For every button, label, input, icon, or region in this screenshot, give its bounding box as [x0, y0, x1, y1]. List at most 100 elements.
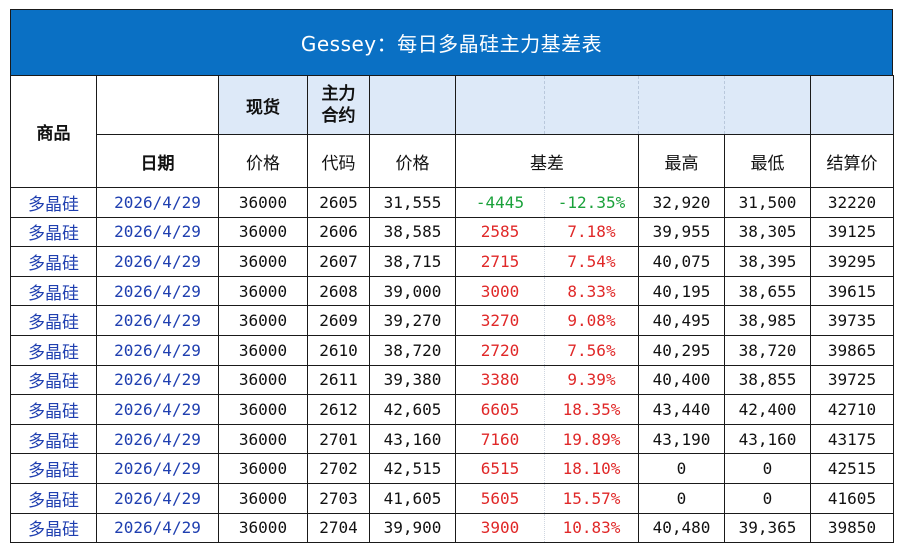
futures-price-cell: 42,515 [369, 453, 456, 484]
low-cell: 38,720 [724, 334, 811, 366]
product-cell: 多晶硅 [10, 482, 97, 514]
basis-percent-cell: 9.08% [544, 305, 639, 336]
spot-price-cell: 36000 [218, 275, 308, 307]
product-cell: 多晶硅 [10, 275, 97, 307]
contract-code-cell: 2610 [307, 334, 370, 366]
header-high: 最高 [638, 134, 725, 188]
futures-price-cell: 38,720 [369, 334, 456, 366]
date-cell: 2026/4/29 [96, 482, 219, 514]
header-settle: 结算价 [810, 134, 894, 188]
basis-percent-cell: 8.33% [544, 275, 639, 307]
basis-percent-cell: -12.35% [544, 187, 639, 218]
high-cell: 43,440 [638, 394, 725, 425]
date-cell: 2026/4/29 [96, 216, 219, 248]
basis-cell: 6515 [455, 453, 545, 484]
low-cell: 39,365 [724, 512, 811, 544]
header-basis: 基差 [455, 134, 639, 188]
spot-price-cell: 36000 [218, 453, 308, 484]
contract-code-cell: 2612 [307, 394, 370, 425]
contract-code-cell: 2703 [307, 482, 370, 514]
date-cell: 2026/4/29 [96, 423, 219, 455]
table-row: 多晶硅 2026/4/29 36000 2704 39,900 3900 10.83% 40,… [10, 512, 894, 544]
basis-percent-cell: 18.10% [544, 453, 639, 484]
sheet-title: Gessey：每日多晶硅主力基差表 [10, 9, 893, 75]
contract-code-cell: 2611 [307, 364, 370, 396]
basis-percent-cell: 18.35% [544, 394, 639, 425]
date-cell: 2026/4/29 [96, 334, 219, 366]
settle-cell: 39850 [810, 512, 894, 544]
basis-percent-cell: 19.89% [544, 423, 639, 455]
low-cell: 42,400 [724, 394, 811, 425]
header-low: 最低 [724, 134, 811, 188]
basis-sheet: Gessey：每日多晶硅主力基差表 商品 现货 主力 合约 [10, 9, 894, 544]
high-cell: 0 [638, 453, 725, 484]
futures-price-cell: 39,900 [369, 512, 456, 544]
basis-cell: 3270 [455, 305, 545, 336]
futures-price-cell: 38,715 [369, 246, 456, 277]
futures-price-cell: 39,380 [369, 364, 456, 396]
table-row: 多晶硅 2026/4/29 36000 2611 39,380 3380 9.39% 40,4… [10, 364, 894, 396]
product-cell: 多晶硅 [10, 364, 97, 396]
product-cell: 多晶硅 [10, 423, 97, 455]
spot-price-cell: 36000 [218, 482, 308, 514]
table-row: 多晶硅 2026/4/29 36000 2610 38,720 2720 7.56% 40,2… [10, 334, 894, 366]
low-cell: 38,655 [724, 275, 811, 307]
low-cell: 38,305 [724, 216, 811, 248]
settle-cell: 43175 [810, 423, 894, 455]
spot-price-cell: 36000 [218, 364, 308, 396]
basis-cell: 3380 [455, 364, 545, 396]
low-cell: 0 [724, 453, 811, 484]
date-cell: 2026/4/29 [96, 364, 219, 396]
product-cell: 多晶硅 [10, 512, 97, 544]
futures-price-cell: 39,270 [369, 305, 456, 336]
basis-cell: 6605 [455, 394, 545, 425]
spot-price-cell: 36000 [218, 305, 308, 336]
basis-table: 商品 现货 主力 合约 日期 价格 代码 价格 基差 最高 [10, 75, 894, 544]
product-cell: 多晶硅 [10, 453, 97, 484]
high-cell: 40,295 [638, 334, 725, 366]
settle-cell: 39865 [810, 334, 894, 366]
basis-cell: 2715 [455, 246, 545, 277]
table-row: 多晶硅 2026/4/29 36000 2702 42,515 6515 18.10% 0 0 4… [10, 453, 894, 484]
high-cell: 0 [638, 482, 725, 514]
date-cell: 2026/4/29 [96, 394, 219, 425]
basis-percent-cell: 15.57% [544, 482, 639, 514]
low-cell: 38,395 [724, 246, 811, 277]
contract-code-cell: 2609 [307, 305, 370, 336]
basis-cell: 3000 [455, 275, 545, 307]
high-cell: 40,195 [638, 275, 725, 307]
date-cell: 2026/4/29 [96, 453, 219, 484]
settle-cell: 39295 [810, 246, 894, 277]
header-product: 商品 [10, 75, 97, 188]
table-row: 多晶硅 2026/4/29 36000 2609 39,270 3270 9.08% 40,4… [10, 305, 894, 336]
basis-cell: 2585 [455, 216, 545, 248]
header-blank [96, 75, 219, 135]
table-row: 多晶硅 2026/4/29 36000 2701 43,160 7160 19.89% 43,… [10, 423, 894, 455]
header-shade-4 [638, 75, 725, 135]
product-cell: 多晶硅 [10, 394, 97, 425]
header-shade-2 [455, 75, 545, 135]
futures-price-cell: 38,585 [369, 216, 456, 248]
spot-price-cell: 36000 [218, 216, 308, 248]
header-shade-5 [724, 75, 811, 135]
header-spot-price: 价格 [218, 134, 308, 188]
high-cell: 40,480 [638, 512, 725, 544]
header-shade-3 [544, 75, 639, 135]
basis-percent-cell: 9.39% [544, 364, 639, 396]
header-code: 代码 [307, 134, 370, 188]
high-cell: 40,400 [638, 364, 725, 396]
basis-percent-cell: 10.83% [544, 512, 639, 544]
date-cell: 2026/4/29 [96, 275, 219, 307]
header-date: 日期 [96, 134, 219, 188]
product-cell: 多晶硅 [10, 334, 97, 366]
product-cell: 多晶硅 [10, 216, 97, 248]
header-contract: 主力 合约 [307, 75, 370, 135]
settle-cell: 39735 [810, 305, 894, 336]
basis-percent-cell: 7.54% [544, 246, 639, 277]
high-cell: 40,495 [638, 305, 725, 336]
high-cell: 32,920 [638, 187, 725, 218]
spot-price-cell: 36000 [218, 334, 308, 366]
spot-price-cell: 36000 [218, 394, 308, 425]
contract-code-cell: 2606 [307, 216, 370, 248]
settle-cell: 42515 [810, 453, 894, 484]
